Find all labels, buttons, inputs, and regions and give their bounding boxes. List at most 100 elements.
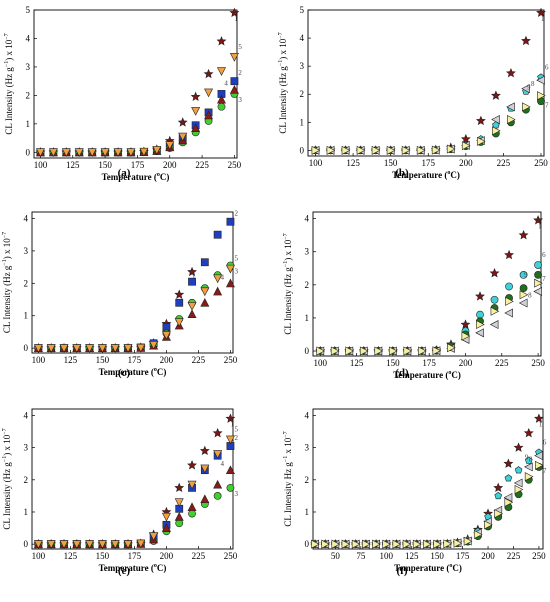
data-point (217, 102, 226, 111)
data-point (519, 270, 528, 279)
data-point (200, 258, 209, 267)
x-tick-label: 100 (32, 355, 46, 365)
data-point (85, 540, 95, 549)
data-point (175, 298, 184, 307)
data-point (212, 427, 223, 438)
panel-label: (b) (395, 167, 409, 179)
x-tick-label: 250 (224, 355, 238, 365)
x-axis-label: Temperature (oC) (392, 170, 460, 180)
data-point (534, 451, 543, 461)
data-point (524, 462, 533, 472)
chart-panel-a: 100 125 150 175 200 225 250 0 1 2 3 4 5 1 2 3 4 5 Temperat… (4, 5, 242, 182)
data-point (423, 539, 432, 549)
data-point (174, 498, 184, 508)
y-tick-label: 4 (24, 410, 29, 420)
data-point (513, 478, 523, 488)
data-point (535, 460, 544, 470)
x-tick-label: 175 (456, 551, 470, 561)
data-point (161, 523, 171, 532)
x-tick-label: 200 (459, 158, 473, 168)
data-point (461, 141, 471, 151)
data-point (174, 289, 185, 299)
data-point (136, 343, 146, 353)
data-point (187, 309, 197, 319)
series-label: 8 (528, 291, 532, 299)
series-label: 7 (543, 467, 547, 475)
series-2: 2 (36, 69, 242, 157)
series-1: 1 (35, 7, 240, 157)
x-tick-label: 200 (459, 358, 473, 368)
data-point (533, 286, 542, 296)
data-point (504, 249, 514, 260)
y-tick-label: 1 (300, 117, 305, 127)
x-tick-label: 225 (507, 551, 521, 561)
data-point (341, 145, 351, 155)
data-point (386, 145, 396, 155)
data-point (149, 532, 159, 541)
data-point (536, 7, 546, 18)
y-tick-label: 4 (305, 410, 310, 420)
data-point (518, 229, 529, 240)
data-point (188, 277, 196, 286)
x-tick-label: 225 (192, 551, 206, 561)
series-1: 1 (33, 266, 197, 353)
data-point (490, 306, 500, 316)
x-tick-label: 200 (160, 551, 174, 561)
data-point (330, 346, 340, 356)
data-point (503, 458, 514, 468)
series-label: 9 (527, 84, 531, 92)
data-point (475, 115, 486, 126)
data-point (225, 465, 235, 475)
series-7: 7 (311, 463, 547, 549)
data-point (522, 102, 531, 112)
x-tick-label: 250 (531, 358, 545, 368)
data-point (476, 136, 486, 146)
series-label: 1 (234, 15, 238, 23)
y-tick-label: 3 (26, 62, 31, 72)
y-tick-label: 3 (300, 61, 305, 71)
data-point (59, 540, 69, 549)
y-tick-label: 2 (305, 280, 310, 290)
data-point (72, 344, 82, 353)
data-point (61, 148, 71, 158)
x-tick-label: 250 (534, 158, 548, 168)
data-point (85, 344, 95, 353)
y-axis-label: CL Intensity Hz g−1 x 10−7 (283, 431, 293, 526)
data-point (433, 539, 442, 549)
data-point (199, 445, 210, 456)
data-point (175, 519, 184, 528)
data-point (229, 53, 239, 62)
series-label: 1 (538, 222, 542, 230)
plot-frame (307, 9, 545, 157)
x-tick-label: 100 (309, 158, 323, 168)
data-point (443, 539, 453, 549)
series-label: 4 (220, 273, 224, 281)
data-point (504, 474, 513, 482)
data-point (476, 320, 485, 330)
x-tick-label: 225 (192, 355, 206, 365)
data-point (123, 540, 133, 549)
panel-label: (f) (397, 565, 408, 577)
series-3: 3 (36, 90, 242, 157)
data-point (203, 68, 214, 79)
chart-panel-f: 50 75 100 125 150 175 200 225 250 0 1 2 3 4 1 6 7 89 Tempe… (283, 408, 547, 577)
data-point (213, 450, 223, 459)
panel-label: (e) (118, 565, 131, 577)
data-point (188, 509, 196, 518)
series-1: 1 (33, 413, 236, 549)
data-point (178, 132, 188, 142)
data-point (149, 340, 159, 350)
data-point (35, 148, 45, 158)
data-point (311, 145, 321, 155)
x-tick-label: 100 (380, 551, 394, 561)
data-point (518, 298, 528, 308)
data-point (506, 102, 515, 112)
plot-frame (31, 211, 234, 354)
data-point (504, 497, 514, 507)
y-tick-label: 1 (305, 507, 310, 517)
data-point (372, 539, 381, 549)
y-tick-label: 2 (305, 475, 310, 485)
data-point (316, 346, 326, 356)
data-point (533, 413, 544, 423)
data-point (200, 287, 210, 297)
